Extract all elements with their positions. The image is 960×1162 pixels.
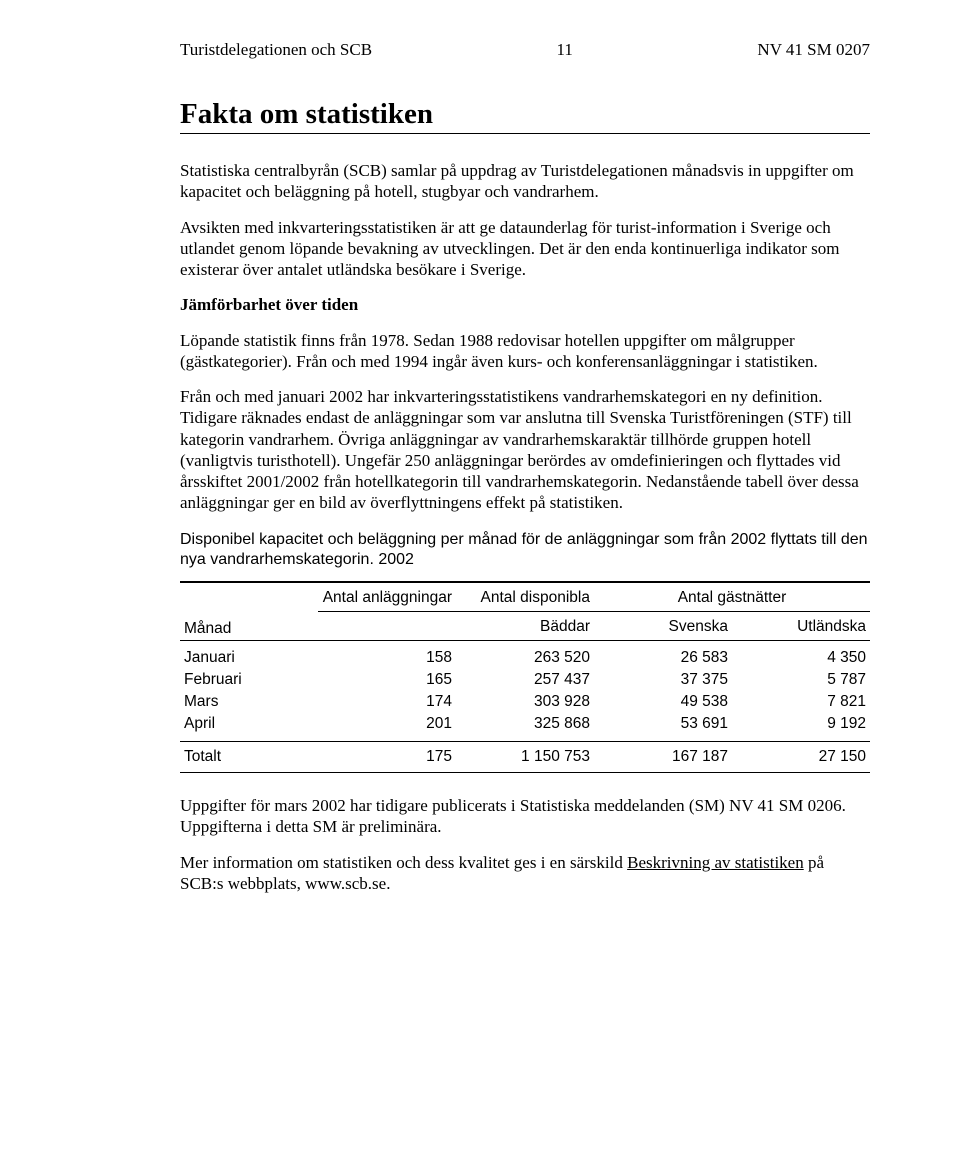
table-row: Mars 174 303 928 49 538 7 821	[180, 691, 870, 713]
cell-foreign: 4 350	[732, 641, 870, 670]
page-header: Turistdelegationen och SCB 11 NV 41 SM 0…	[180, 40, 870, 60]
col-subheader-foreign: Utländska	[732, 612, 870, 641]
col-header-month: Månad	[180, 582, 318, 641]
cell-swedish: 167 187	[594, 742, 732, 773]
cell-swedish: 37 375	[594, 669, 732, 691]
cell-swedish: 26 583	[594, 641, 732, 670]
section-heading: Jämförbarhet över tiden	[180, 294, 870, 315]
cell-foreign: 7 821	[732, 691, 870, 713]
text-fragment: Mer information om statistiken och dess …	[180, 853, 627, 872]
col-header-facilities: Antal anläggningar	[318, 582, 456, 612]
cell-facilities: 165	[318, 669, 456, 691]
header-page-number: 11	[557, 40, 573, 60]
col-header-guestnights: Antal gästnätter	[594, 582, 870, 612]
paragraph: Från och med januari 2002 har inkvarteri…	[180, 386, 870, 514]
link-text: Beskrivning av statistiken	[627, 853, 804, 872]
col-subheader-empty	[318, 612, 456, 641]
paragraph: Uppgifter för mars 2002 har tidigare pub…	[180, 795, 870, 838]
cell-beds: 257 437	[456, 669, 594, 691]
table-row: Februari 165 257 437 37 375 5 787	[180, 669, 870, 691]
paragraph: Mer information om statistiken och dess …	[180, 852, 870, 895]
cell-facilities: 175	[318, 742, 456, 773]
cell-beds: 1 150 753	[456, 742, 594, 773]
cell-month: Februari	[180, 669, 318, 691]
paragraph: Löpande statistik finns från 1978. Sedan…	[180, 330, 870, 373]
cell-beds: 325 868	[456, 713, 594, 742]
header-right: NV 41 SM 0207	[757, 40, 870, 60]
col-header-available: Antal disponibla	[456, 582, 594, 612]
cell-month: Januari	[180, 641, 318, 670]
col-subheader-swedish: Svenska	[594, 612, 732, 641]
paragraph: Statistiska centralbyrån (SCB) samlar på…	[180, 160, 870, 203]
cell-beds: 263 520	[456, 641, 594, 670]
cell-swedish: 49 538	[594, 691, 732, 713]
body-text: Uppgifter för mars 2002 har tidigare pub…	[180, 795, 870, 894]
cell-foreign: 9 192	[732, 713, 870, 742]
cell-facilities: 158	[318, 641, 456, 670]
header-left: Turistdelegationen och SCB	[180, 40, 372, 60]
cell-swedish: 53 691	[594, 713, 732, 742]
cell-facilities: 201	[318, 713, 456, 742]
cell-foreign: 27 150	[732, 742, 870, 773]
cell-month: Mars	[180, 691, 318, 713]
table-row: Januari 158 263 520 26 583 4 350	[180, 641, 870, 670]
body-text: Statistiska centralbyrån (SCB) samlar på…	[180, 160, 870, 514]
col-subheader-beds: Bäddar	[456, 612, 594, 641]
table-caption: Disponibel kapacitet och beläggning per …	[180, 530, 870, 572]
cell-beds: 303 928	[456, 691, 594, 713]
paragraph: Avsikten med inkvarteringsstatistiken är…	[180, 217, 870, 281]
cell-month: April	[180, 713, 318, 742]
cell-foreign: 5 787	[732, 669, 870, 691]
page-title: Fakta om statistiken	[180, 98, 870, 134]
cell-facilities: 174	[318, 691, 456, 713]
table-row: April 201 325 868 53 691 9 192	[180, 713, 870, 742]
table-row-total: Totalt 175 1 150 753 167 187 27 150	[180, 742, 870, 773]
cell-month: Totalt	[180, 742, 318, 773]
capacity-table: Månad Antal anläggningar Antal disponibl…	[180, 581, 870, 773]
